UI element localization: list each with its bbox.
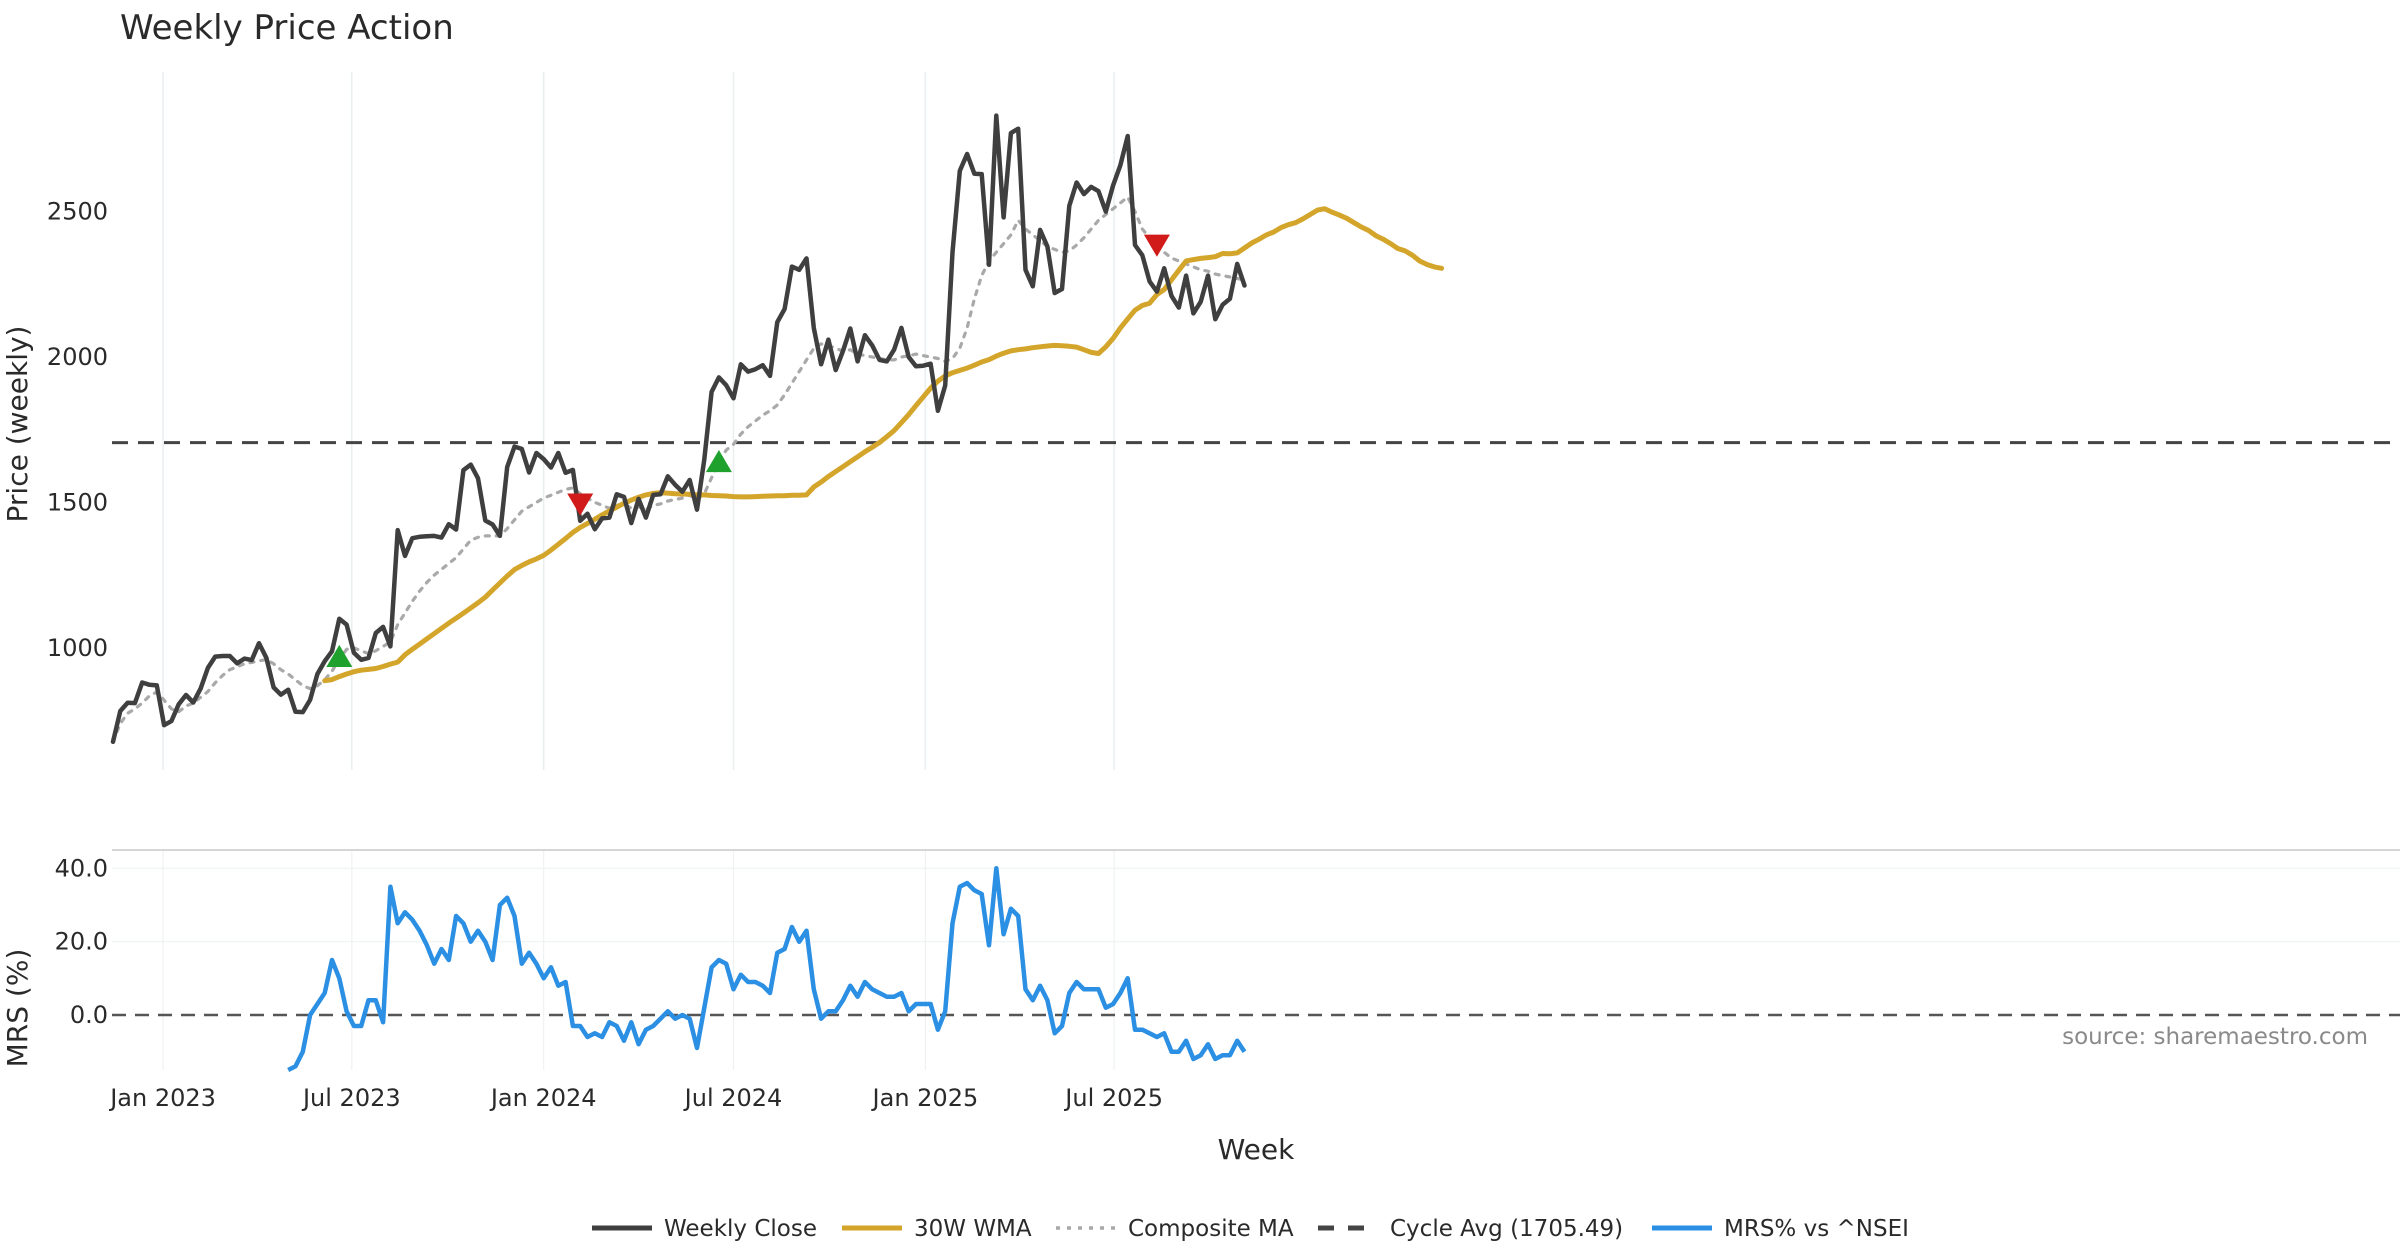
legend-label: MRS% vs ^NSEI (1724, 1216, 1909, 1242)
x-tick-label: Jan 2025 (871, 1084, 979, 1112)
chart-title: Weekly Price Action (120, 8, 454, 48)
signal-markers (326, 234, 1170, 667)
x-tick-label: Jul 2025 (1063, 1084, 1163, 1112)
tick-labels: Jan 2023 Jul 2023 Jan 2024 Jul 2024 Jan 2025… (47, 198, 1163, 1112)
series-layer (110, 113, 2400, 1073)
composite-ma-line (111, 195, 1247, 744)
x-tick-label: Jan 2024 (489, 1084, 597, 1112)
legend-label: Cycle Avg (1705.49) (1390, 1216, 1623, 1242)
mrs-y-tick-label: 20.0 (55, 928, 108, 956)
source-watermark: source: sharemaestro.com (2062, 1024, 2368, 1050)
x-tick-label: Jan 2023 (108, 1084, 216, 1112)
mrs-line (287, 866, 1247, 1073)
price-y-tick-label: 2000 (47, 343, 108, 371)
mrs-y-tick-label: 40.0 (55, 854, 108, 882)
legend: Weekly Close 30W WMA Composite MA Cycle Avg… (592, 1216, 1909, 1242)
price-y-tick-label: 1500 (47, 488, 108, 516)
weekly-close-line (110, 113, 1247, 745)
legend-label: Composite MA (1128, 1216, 1294, 1242)
mrs-axis-title: MRS (%) (1, 949, 34, 1068)
price-y-tick-label: 1000 (47, 634, 108, 662)
x-tick-label: Jul 2023 (301, 1084, 401, 1112)
legend-label: Weekly Close (664, 1216, 817, 1242)
sell-signal-marker (1143, 234, 1170, 257)
x-axis-title: Week (1218, 1133, 1295, 1166)
mrs-y-tick-label: 0.0 (70, 1001, 108, 1029)
wma-30w-line (322, 206, 1445, 684)
price-axis-title: Price (weekly) (1, 326, 34, 523)
price-y-tick-label: 2500 (47, 198, 108, 226)
buy-signal-marker (705, 450, 732, 473)
buy-signal-marker (326, 644, 353, 667)
sell-signal-marker (567, 493, 594, 516)
x-tick-label: Jul 2024 (683, 1084, 783, 1112)
legend-label: 30W WMA (914, 1216, 1032, 1242)
